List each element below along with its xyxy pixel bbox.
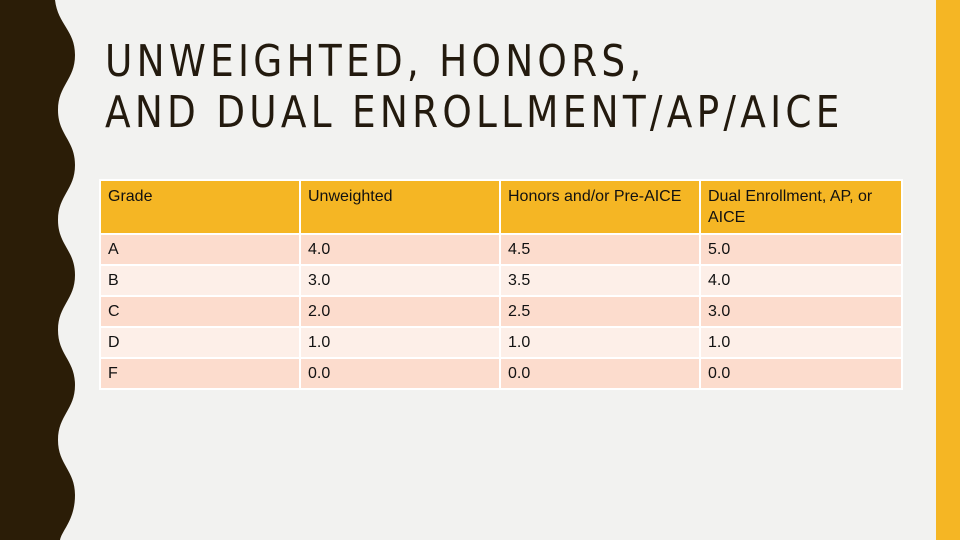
- column-header-honors: Honors and/or Pre-AICE: [499, 179, 701, 235]
- dual-enrollment-cell: 4.0: [699, 264, 903, 297]
- honors-cell: 2.5: [499, 295, 701, 328]
- dual-enrollment-cell: 5.0: [699, 233, 903, 266]
- grade-points-table: Grade Unweighted Honors and/or Pre-AICE …: [99, 179, 903, 390]
- unweighted-cell: 1.0: [299, 326, 501, 359]
- dual-enrollment-cell: 3.0: [699, 295, 903, 328]
- dual-enrollment-cell: 0.0: [699, 357, 903, 390]
- slide-title-line-2: AND DUAL ENROLLMENT/AP/AICE: [105, 87, 844, 138]
- grade-cell: D: [99, 326, 301, 359]
- table-row: C 2.0 2.5 3.0: [99, 295, 903, 328]
- table-row: A 4.0 4.5 5.0: [99, 233, 903, 266]
- column-header-dual-enrollment: Dual Enrollment, AP, or AICE: [699, 179, 903, 235]
- slide-title-line-1: UNWEIGHTED, HONORS,: [105, 36, 646, 87]
- dual-enrollment-cell: 1.0: [699, 326, 903, 359]
- grade-cell: F: [99, 357, 301, 390]
- right-accent-bar: [936, 0, 960, 540]
- grade-cell: C: [99, 295, 301, 328]
- column-header-grade: Grade: [99, 179, 301, 235]
- unweighted-cell: 2.0: [299, 295, 501, 328]
- unweighted-cell: 0.0: [299, 357, 501, 390]
- unweighted-cell: 4.0: [299, 233, 501, 266]
- slide-title: UNWEIGHTED, HONORS, AND DUAL ENROLLMENT/…: [105, 36, 844, 138]
- honors-cell: 3.5: [499, 264, 701, 297]
- grade-cell: B: [99, 264, 301, 297]
- column-header-unweighted: Unweighted: [299, 179, 501, 235]
- honors-cell: 1.0: [499, 326, 701, 359]
- table-row: D 1.0 1.0 1.0: [99, 326, 903, 359]
- table-row: F 0.0 0.0 0.0: [99, 357, 903, 390]
- wavy-left-border: [0, 0, 75, 540]
- honors-cell: 0.0: [499, 357, 701, 390]
- unweighted-cell: 3.0: [299, 264, 501, 297]
- grade-cell: A: [99, 233, 301, 266]
- table-row: B 3.0 3.5 4.0: [99, 264, 903, 297]
- honors-cell: 4.5: [499, 233, 701, 266]
- table-header-row: Grade Unweighted Honors and/or Pre-AICE …: [99, 179, 903, 235]
